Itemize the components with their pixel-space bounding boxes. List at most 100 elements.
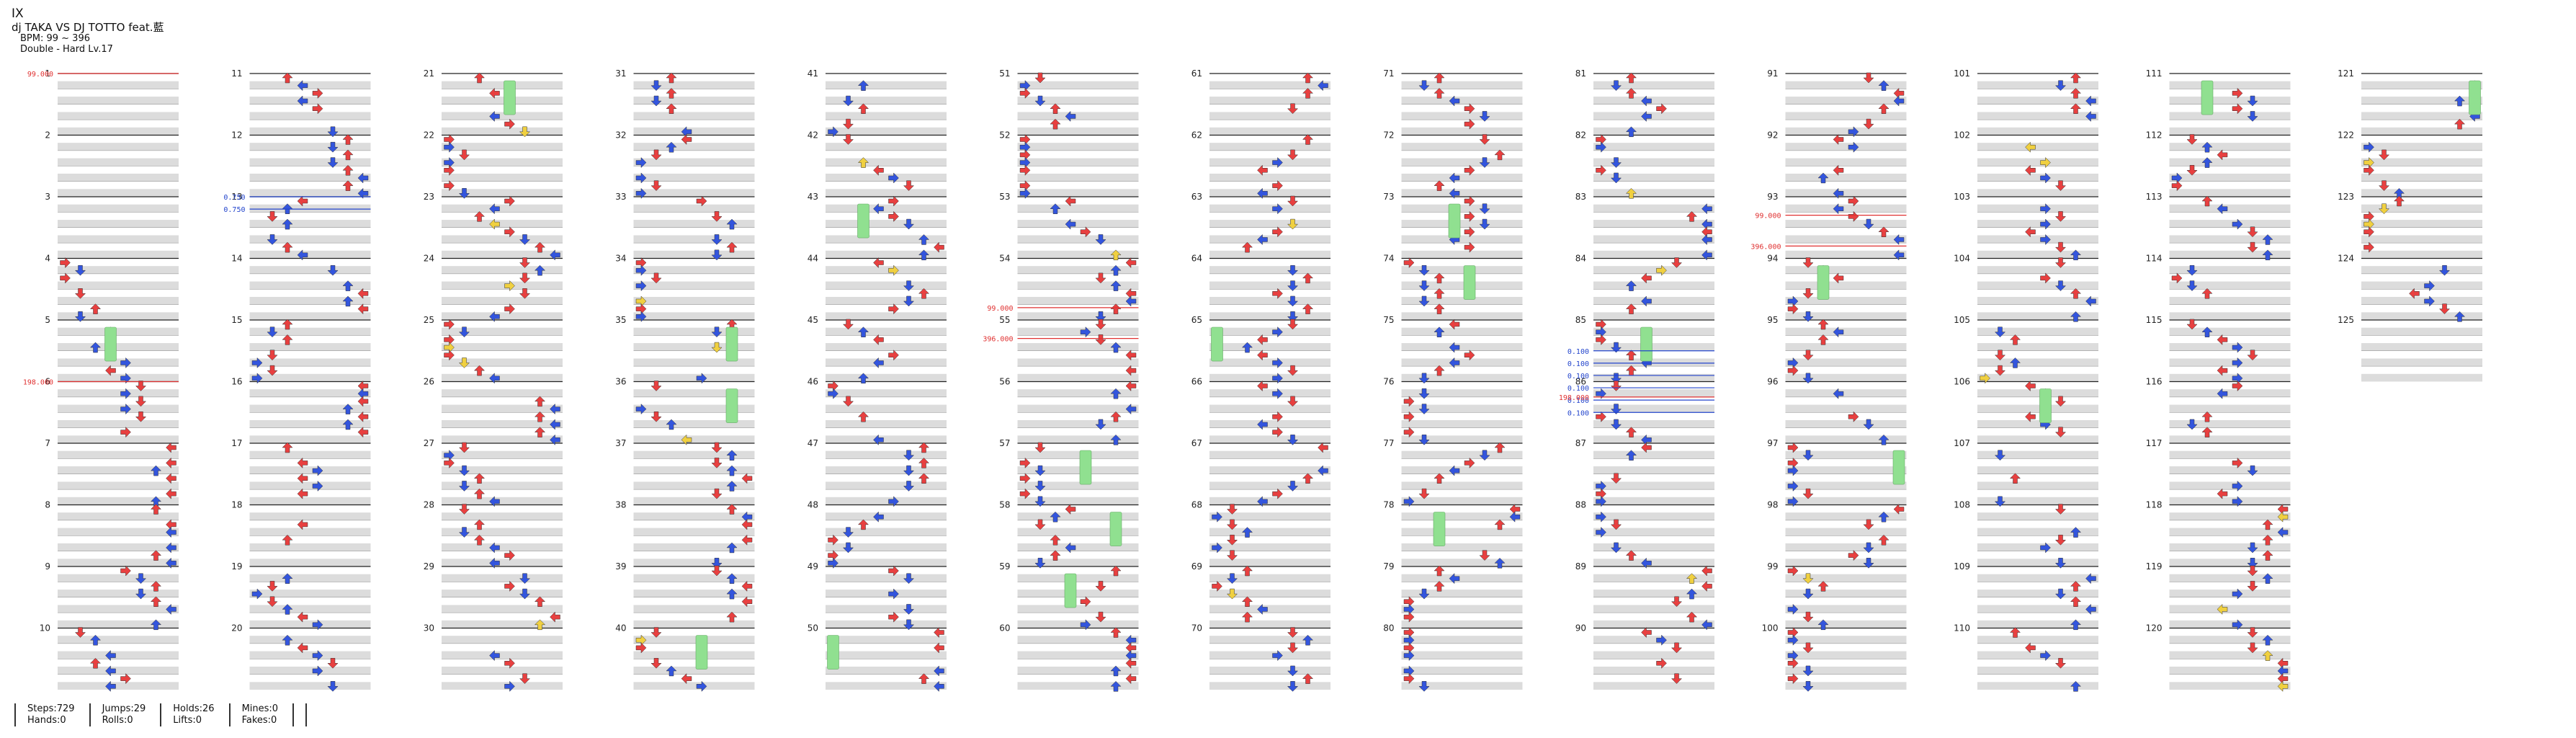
- beat-band: [1017, 97, 1139, 105]
- step-arrow: [842, 542, 854, 554]
- step-arrow: [711, 234, 723, 245]
- beat-band: [442, 450, 563, 459]
- step-arrow: [105, 680, 116, 692]
- beat-band: [1977, 173, 2098, 182]
- step-arrow: [1257, 496, 1268, 507]
- step-arrow: [2232, 480, 2243, 492]
- step-arrow: [873, 511, 884, 523]
- beat-band: [1977, 250, 2098, 259]
- step-arrow: [489, 649, 500, 662]
- step-arrow: [1980, 373, 1990, 384]
- beat-band: [58, 435, 179, 443]
- beat-band: [1977, 389, 2098, 397]
- step-arrow: [741, 519, 753, 530]
- step-arrow: [1610, 157, 1622, 168]
- beat-band: [1401, 204, 1523, 213]
- step-arrow: [888, 264, 899, 276]
- step-arrow: [342, 180, 354, 191]
- step-arrow: [504, 195, 515, 207]
- step-arrow: [473, 473, 486, 484]
- step-arrow: [357, 396, 369, 407]
- step-arrow: [1241, 596, 1253, 607]
- speed-marker-label: 0.100: [1567, 409, 1589, 417]
- beat-band: [1785, 312, 1907, 320]
- step-arrow: [726, 241, 738, 253]
- measure-number: 10: [40, 623, 50, 633]
- measure-number: 55: [999, 315, 1010, 325]
- beat-band: [1401, 327, 1523, 336]
- step-arrow: [918, 249, 930, 261]
- step-arrow: [519, 588, 531, 600]
- beat-band: [2169, 497, 2291, 505]
- step-arrow: [1241, 241, 1253, 253]
- beat-band: [826, 158, 947, 166]
- step-arrow: [1434, 288, 1445, 299]
- step-arrow: [1034, 496, 1046, 507]
- beat-band: [1209, 173, 1331, 182]
- beat-band: [826, 358, 947, 367]
- beat-band: [2169, 220, 2291, 228]
- beat-band: [1785, 574, 1907, 582]
- measure-number: 74: [1383, 254, 1394, 264]
- step-arrow: [282, 534, 293, 546]
- step-arrow: [2262, 634, 2273, 646]
- step-arrow: [267, 596, 278, 608]
- step-arrow: [842, 95, 854, 107]
- beat-band: [633, 620, 755, 628]
- step-arrow: [534, 241, 546, 253]
- step-arrow: [1418, 404, 1430, 414]
- step-arrow: [357, 303, 369, 315]
- step-arrow: [1034, 465, 1046, 476]
- beat-band: [1401, 528, 1523, 536]
- step-arrow: [489, 203, 500, 215]
- beat-band: [442, 512, 563, 520]
- step-arrow: [1994, 365, 2006, 376]
- step-arrow: [918, 288, 930, 299]
- step-arrow: [934, 680, 944, 692]
- step-arrow: [1065, 542, 1076, 554]
- beat-band: [1977, 543, 2098, 551]
- step-arrow: [282, 218, 293, 230]
- beat-band: [1977, 636, 2098, 644]
- beat-band: [1785, 112, 1907, 120]
- step-arrow: [1065, 503, 1076, 515]
- step-arrow: [1833, 326, 1844, 338]
- beat-band: [826, 605, 947, 613]
- step-arrow: [1125, 257, 1137, 269]
- step-arrow: [1994, 496, 2006, 507]
- step-arrow: [1287, 264, 1299, 276]
- beat-band: [442, 158, 563, 166]
- step-arrow: [1449, 357, 1460, 369]
- beat-band: [1017, 666, 1139, 675]
- beat-band: [58, 512, 179, 520]
- beat-band: [1401, 605, 1523, 613]
- step-arrow: [903, 218, 915, 230]
- step-arrow: [473, 519, 486, 530]
- step-arrow: [2040, 203, 2051, 215]
- beat-band: [1977, 435, 2098, 443]
- beat-band: [826, 327, 947, 336]
- beat-band: [1209, 620, 1331, 628]
- beat-band: [1977, 481, 2098, 490]
- step-arrow: [1817, 334, 1829, 345]
- beat-band: [1401, 574, 1523, 582]
- beat-band: [826, 620, 947, 628]
- step-arrow: [2186, 419, 2198, 430]
- step-arrow: [1302, 88, 1314, 99]
- step-arrow: [2277, 511, 2289, 523]
- step-arrow: [1272, 226, 1283, 238]
- step-arrow: [2363, 226, 2374, 238]
- step-arrow: [1479, 111, 1490, 122]
- step-arrow: [1019, 473, 1031, 484]
- step-arrow: [650, 658, 662, 669]
- measure-number: 85: [1575, 315, 1586, 325]
- step-arrow: [2217, 334, 2228, 345]
- beat-band: [1593, 220, 1714, 228]
- step-arrow: [1418, 80, 1430, 92]
- beat-band: [442, 281, 563, 290]
- speed-marker-label: 0.100: [1567, 397, 1589, 405]
- measure-number: 16: [231, 377, 242, 387]
- step-arrow: [1625, 350, 1637, 360]
- beat-band: [1785, 605, 1907, 613]
- step-arrow: [1848, 195, 1859, 207]
